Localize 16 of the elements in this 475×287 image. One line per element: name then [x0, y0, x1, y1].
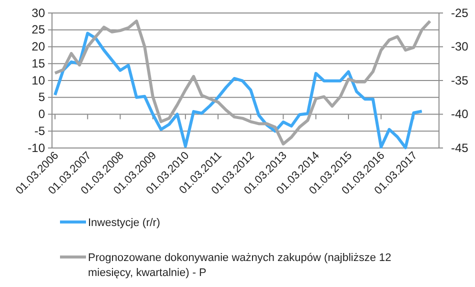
y-tick-label: 0: [38, 107, 46, 122]
y2-tick-label: -40: [451, 107, 469, 122]
legend-label: Inwestycje (r/r): [88, 217, 160, 229]
y2-tick-label: -30: [451, 40, 469, 54]
y-tick-label: 5: [38, 90, 46, 104]
y-tick-label: -10: [28, 140, 46, 155]
y-tick-label: 15: [32, 56, 46, 70]
legend-label: Prognozowane dokonywanie ważnych zakupów (najbliższe 12 miesięcy, kwartalnie) - P: [88, 252, 392, 279]
y-tick-label: 30: [32, 6, 46, 20]
y2-tick-label: -35: [451, 73, 469, 88]
y2-tick-label: -25: [451, 6, 469, 20]
y-tick-label: 25: [32, 22, 46, 37]
y-tick-label: 20: [32, 40, 46, 54]
y-tick-label: -5: [34, 124, 46, 138]
y-tick-label: 10: [32, 73, 46, 88]
y2-tick-label: -45: [451, 140, 469, 155]
